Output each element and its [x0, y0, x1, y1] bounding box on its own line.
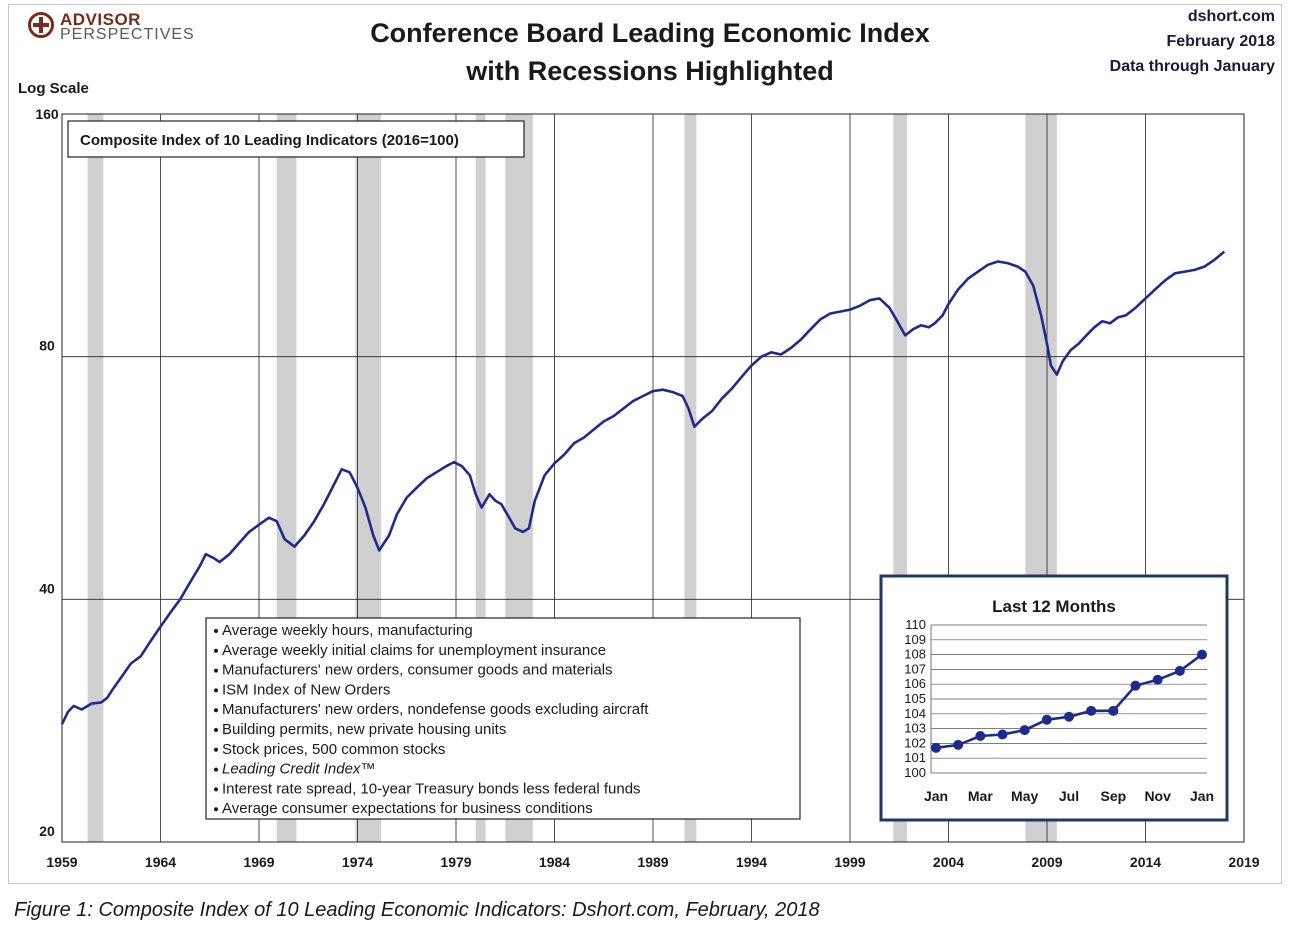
y-axis-scale-label: Log Scale: [18, 80, 89, 97]
x-tick-label: 2014: [1130, 854, 1161, 870]
inset-data-point: [1019, 725, 1030, 736]
indicator-bullet: [214, 787, 218, 792]
inset-data-point: [1064, 711, 1074, 722]
x-tick-label: 1984: [539, 854, 570, 870]
indicator-item: Stock prices, 500 common stocks: [222, 741, 445, 758]
inset-y-tick-label: 103: [904, 721, 926, 736]
inset-y-tick-label: 106: [904, 676, 926, 691]
indicator-item: Average consumer expectations for busine…: [222, 800, 593, 817]
indicator-item: Interest rate spread, 10-year Treasury b…: [222, 780, 641, 797]
date-label: February 2018: [1166, 33, 1275, 50]
data-through-label: Data through January: [1109, 58, 1275, 75]
inset-y-tick-label: 109: [904, 632, 926, 647]
chart-title-line2: with Recessions Highlighted: [466, 56, 834, 86]
composite-label-text: Composite Index of 10 Leading Indicators…: [80, 132, 459, 149]
lei-series-line: [60, 250, 1226, 725]
inset-x-tick-label: Jan: [924, 788, 948, 804]
inset-frame: [879, 574, 1229, 822]
inset-data-point: [997, 729, 1008, 740]
plot-border: [61, 113, 1245, 843]
indicator-bullet: [214, 688, 218, 693]
inset-x-tick-label: Jul: [1059, 788, 1079, 804]
figure: ADVISOR PERSPECTIVES Conference Board Le…: [8, 4, 1282, 884]
indicator-bullet: [214, 767, 218, 772]
inset-data-point: [1174, 665, 1185, 676]
indicator-bullet: [214, 708, 218, 713]
figure-caption: Figure 1: Composite Index of 10 Leading …: [14, 899, 820, 921]
inset-x-tick-label: Sep: [1100, 788, 1126, 804]
indicator-bullet: [214, 728, 218, 732]
indicator-bullet: [214, 807, 218, 812]
indicator-item: Average weekly hours, manufacturing: [222, 622, 473, 639]
x-tick-label: 1989: [637, 854, 668, 870]
recession-bar: [475, 114, 486, 842]
x-tick-label: 2004: [933, 854, 964, 870]
inset-data-point: [1086, 705, 1097, 716]
indicator-item: Manufacturers' new orders, consumer good…: [222, 662, 613, 679]
inset-y-tick-label: 102: [904, 735, 926, 750]
chart-svg: 1959 1964 1969 1974 1979 1984 1989 1994 1999 2004…: [35, 106, 1259, 870]
indicator-bullet: [214, 747, 218, 752]
recession-bar: [684, 114, 697, 842]
compass-icon: [28, 12, 54, 38]
inset-data-point: [1108, 705, 1119, 716]
inset-data-point: [975, 731, 986, 741]
inset-y-tick-label: 105: [904, 691, 926, 706]
inset-data-point: [1041, 714, 1052, 725]
y-tick-label: 20: [39, 823, 55, 839]
recession-bar: [87, 114, 104, 842]
inset-data-point: [953, 739, 964, 750]
indicator-bullet: [214, 668, 218, 673]
inset-data-point: [1197, 649, 1207, 660]
indicator-item: Average weekly initial claims for unempl…: [222, 642, 606, 659]
x-tick-label: 1974: [342, 854, 373, 870]
x-tick-label: 1964: [145, 854, 176, 870]
inset-y-tick-label: 107: [904, 661, 926, 676]
indicator-item: Manufacturers' new orders, nondefense go…: [222, 701, 649, 718]
inset-y-tick-label: 101: [904, 750, 926, 765]
indicator-bullet: [214, 648, 218, 653]
inset-x-tick-label: Mar: [968, 788, 993, 804]
x-tick-label: 2009: [1031, 854, 1062, 870]
indicator-item: ISM Index of New Orders: [222, 681, 390, 698]
indicator-bullet: [214, 629, 218, 633]
indicators-box-frame: [205, 617, 801, 820]
inset-x-tick-label: Nov: [1144, 788, 1171, 804]
inset-y-tick-label: 110: [905, 617, 926, 632]
y-tick-label: 80: [39, 338, 55, 354]
x-tick-label: 2019: [1228, 854, 1259, 870]
inset-y-tick-label: 104: [904, 706, 926, 721]
indicator-item: Leading Credit Index™: [222, 761, 375, 778]
x-tick-label: 1994: [736, 854, 767, 870]
y-tick-label: 160: [35, 106, 59, 122]
inset-data-point: [931, 742, 941, 753]
inset-y-tick-label: 100: [904, 765, 926, 780]
x-tick-label: 1959: [46, 854, 77, 870]
indicator-item: Building permits, new private housing un…: [222, 721, 506, 738]
indicators-box: Average weekly hours, manufacturing Avera…: [205, 617, 801, 820]
inset-y-tick-label: 108: [904, 647, 926, 662]
inset-data-point: [1130, 680, 1141, 691]
y-tick-label: 40: [39, 580, 55, 596]
source-label: dshort.com: [1187, 8, 1275, 25]
inset-data-point: [1152, 674, 1163, 685]
inset-chart: Last 12 Months10010110210310410510610710…: [879, 574, 1229, 822]
x-tick-label: 1979: [440, 854, 471, 870]
x-tick-label: 1969: [243, 854, 274, 870]
inset-x-tick-label: May: [1011, 788, 1038, 804]
logo-text-perspectives: PERSPECTIVES: [60, 26, 195, 43]
logo-text-advisor: ADVISOR: [60, 10, 141, 29]
x-tick-label: 1999: [834, 854, 865, 870]
inset-title: Last 12 Months: [992, 597, 1116, 616]
chart-title-line1: Conference Board Leading Economic Index: [370, 18, 930, 48]
inset-x-tick-label: Jan: [1190, 788, 1214, 804]
composite-label-box: [67, 120, 525, 158]
